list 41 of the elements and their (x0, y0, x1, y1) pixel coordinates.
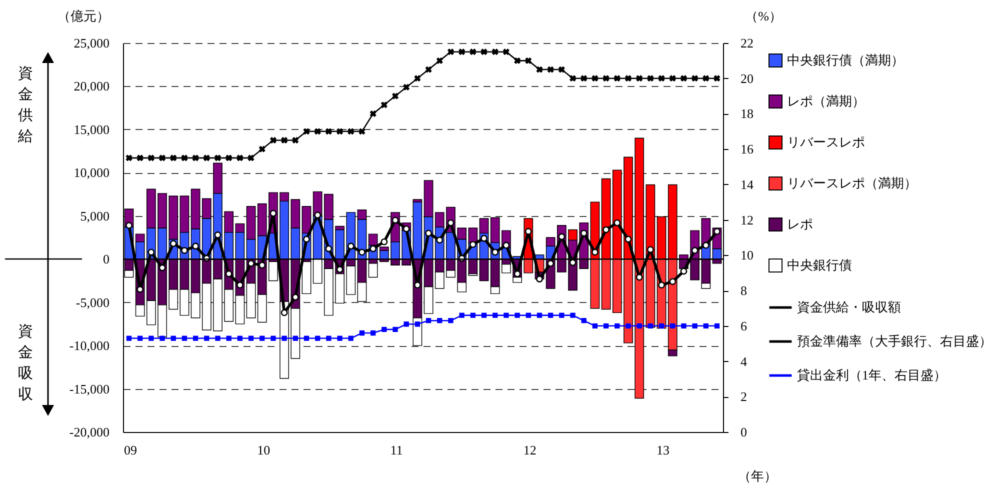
y-tick-label: -15,000 (69, 381, 110, 396)
y-tick-label: 10,000 (74, 165, 110, 180)
y-tick-label: -10,000 (69, 338, 110, 354)
legend-label: 中央銀行債（満期） (787, 52, 904, 68)
legend-label: リバースレポ（満期） (787, 176, 917, 190)
x-tick-label: 09 (124, 442, 137, 458)
x-tick-label: 12 (523, 442, 536, 458)
y2-tick-label: 4 (740, 354, 748, 369)
legend-label: 貸出金利（1年、右目盛） (797, 368, 946, 382)
x-tick-label: 13 (656, 442, 670, 458)
legend-label: レポ（満期） (787, 94, 865, 108)
y2-tick-label: 20 (740, 70, 754, 86)
legend-label: リバースレポ (787, 134, 865, 150)
legend-label: 中央銀行債 (787, 258, 852, 272)
text: 資金供給 (18, 64, 34, 148)
legend-label: 預金準備率（大手銀行、右目盛） (797, 334, 992, 348)
y-axis-title: （億元） (58, 8, 110, 24)
y2-tick-label: 6 (740, 318, 748, 334)
y-tick-label: -5,000 (76, 294, 110, 310)
y2-tick-label: 8 (740, 283, 747, 298)
y-tick-label: 25,000 (74, 36, 110, 50)
y2-tick-label: 14 (740, 176, 754, 192)
y2-tick-label: 16 (740, 142, 754, 157)
y2-tick-label: 2 (740, 389, 747, 404)
legend-label: レポ (787, 216, 813, 232)
y-tick-label: 5,000 (80, 208, 110, 224)
y-tick-label: 0 (103, 252, 110, 267)
y2-tick-label: 0 (740, 424, 747, 440)
y2-tick-label: 18 (740, 106, 754, 122)
text: 資金吸収 (18, 322, 34, 406)
x-tick-label: 11 (390, 442, 403, 458)
y-tick-label: -20,000 (69, 424, 110, 440)
y2-tick-label: 10 (740, 248, 754, 263)
x-tick-label: 10 (257, 442, 270, 458)
legend-label: 資金供給・吸収額 (797, 300, 901, 314)
y2-tick-label: 12 (740, 212, 754, 228)
y2-tick-label: 22 (740, 36, 754, 50)
y2-axis-title: （%） (745, 8, 782, 24)
x-axis-title: （年） (738, 468, 777, 484)
y-tick-label: 15,000 (74, 122, 110, 137)
y-tick-label: 20,000 (74, 78, 110, 94)
